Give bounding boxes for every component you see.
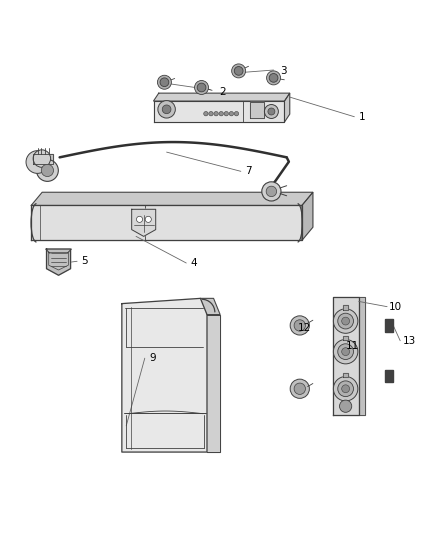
Polygon shape	[33, 154, 53, 164]
Text: 13: 13	[403, 336, 416, 346]
Text: 9: 9	[149, 353, 156, 363]
Circle shape	[338, 313, 353, 329]
Circle shape	[160, 78, 169, 87]
Polygon shape	[285, 93, 290, 122]
Polygon shape	[207, 314, 220, 452]
Circle shape	[33, 150, 51, 167]
Circle shape	[137, 216, 143, 222]
Polygon shape	[250, 102, 264, 118]
Polygon shape	[343, 305, 348, 310]
Circle shape	[342, 317, 350, 325]
Text: 2: 2	[219, 87, 226, 97]
Text: 7: 7	[245, 166, 252, 176]
Circle shape	[290, 379, 309, 398]
Polygon shape	[153, 93, 290, 101]
Circle shape	[209, 111, 213, 116]
Circle shape	[290, 316, 309, 335]
Polygon shape	[31, 205, 302, 240]
Circle shape	[26, 151, 49, 173]
Polygon shape	[343, 336, 348, 340]
Circle shape	[162, 105, 171, 114]
Text: 12: 12	[297, 322, 311, 333]
Text: 4: 4	[191, 258, 197, 268]
Circle shape	[338, 344, 353, 359]
Circle shape	[268, 108, 275, 115]
Circle shape	[158, 101, 175, 118]
Circle shape	[339, 400, 352, 413]
Circle shape	[229, 111, 233, 116]
Polygon shape	[332, 297, 359, 415]
Circle shape	[294, 383, 305, 394]
Circle shape	[214, 111, 218, 116]
Polygon shape	[385, 319, 393, 332]
Polygon shape	[201, 298, 220, 314]
Polygon shape	[132, 209, 155, 236]
Circle shape	[197, 83, 206, 92]
Circle shape	[267, 71, 281, 85]
Circle shape	[234, 67, 243, 75]
Circle shape	[41, 164, 53, 176]
Polygon shape	[343, 373, 348, 377]
Text: 10: 10	[389, 302, 403, 312]
Circle shape	[194, 80, 208, 94]
Polygon shape	[385, 369, 393, 382]
Polygon shape	[359, 297, 365, 415]
Circle shape	[224, 111, 229, 116]
Polygon shape	[31, 192, 313, 205]
Circle shape	[342, 348, 350, 356]
Circle shape	[204, 111, 208, 116]
Circle shape	[294, 320, 305, 331]
Polygon shape	[153, 101, 285, 122]
Circle shape	[262, 182, 281, 201]
Text: 11: 11	[346, 341, 359, 351]
Circle shape	[234, 111, 239, 116]
Circle shape	[266, 186, 277, 197]
Circle shape	[342, 385, 350, 393]
Text: 1: 1	[359, 112, 365, 122]
Circle shape	[145, 216, 151, 222]
Circle shape	[157, 75, 171, 89]
Circle shape	[338, 381, 353, 397]
Circle shape	[219, 111, 223, 116]
Circle shape	[265, 104, 279, 118]
Circle shape	[333, 340, 358, 364]
Text: 5: 5	[81, 256, 88, 266]
Circle shape	[36, 159, 58, 181]
Circle shape	[232, 64, 246, 78]
Circle shape	[269, 74, 278, 82]
Text: 3: 3	[280, 66, 287, 76]
Polygon shape	[46, 249, 71, 275]
Circle shape	[333, 376, 358, 401]
Polygon shape	[122, 298, 207, 452]
Circle shape	[333, 309, 358, 333]
Polygon shape	[302, 192, 313, 240]
